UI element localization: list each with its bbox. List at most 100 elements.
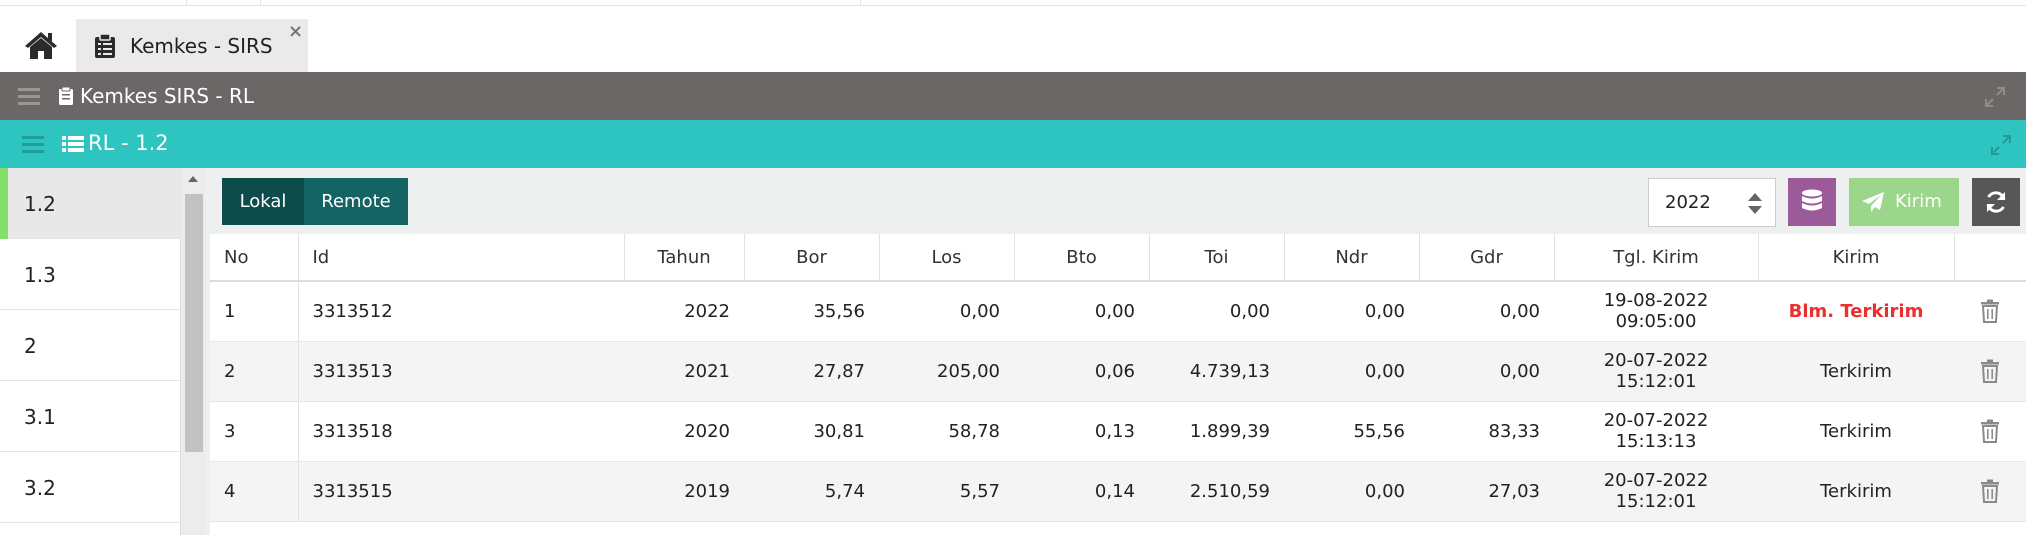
cell-tahun: 2019 (624, 461, 744, 522)
scrollbar-thumb[interactable] (185, 194, 203, 452)
rl-sidebar: 1.2 1.3 2 3.1 3.2 (0, 168, 181, 535)
cell-bor: 30,81 (744, 401, 879, 462)
cell-bor: 27,87 (744, 341, 879, 402)
stepper-up-icon[interactable] (1748, 193, 1762, 201)
table-header-row: No Id Tahun Bor Los Bto Toi Ndr Gdr Tgl.… (210, 234, 2026, 282)
expand-icon[interactable] (1990, 134, 2012, 156)
cell-toi: 0,00 (1149, 281, 1284, 342)
tab-close-icon[interactable]: × (288, 21, 304, 42)
top-border (0, 0, 2026, 6)
data-table: No Id Tahun Bor Los Bto Toi Ndr Gdr Tgl.… (210, 234, 2026, 535)
cell-tgl-kirim: 19-08-2022 09:05:00 (1554, 281, 1758, 342)
table-row[interactable]: 3 3313518 2020 30,81 58,78 0,13 1.899,39… (210, 401, 2026, 462)
column-header-ndr[interactable]: Ndr (1284, 234, 1420, 282)
status-badge: Terkirim (1758, 401, 1954, 462)
home-button[interactable] (20, 26, 62, 64)
column-header-bto[interactable]: Bto (1014, 234, 1150, 282)
column-header-id[interactable]: Id (298, 234, 625, 282)
status-badge: Terkirim (1758, 461, 1954, 522)
cell-no: 2 (210, 341, 299, 402)
cell-bto: 0,00 (1014, 281, 1149, 342)
column-header-no[interactable]: No (210, 234, 299, 282)
cell-gdr: 0,00 (1419, 341, 1554, 402)
cell-bto: 0,06 (1014, 341, 1149, 402)
tab-label: Kemkes - SIRS (130, 34, 273, 58)
tab-kemkes-sirs[interactable]: Kemkes - SIRS × (76, 19, 308, 72)
cell-los: 205,00 (879, 341, 1014, 402)
cell-bto: 0,13 (1014, 401, 1149, 462)
column-header-toi[interactable]: Toi (1149, 234, 1285, 282)
cell-gdr: 83,33 (1419, 401, 1554, 462)
column-header-bor[interactable]: Bor (744, 234, 880, 282)
home-icon (25, 32, 57, 59)
trash-icon[interactable] (1980, 299, 2000, 324)
table-row[interactable]: 4 3313515 2019 5,74 5,57 0,14 2.510,59 0… (210, 461, 2026, 522)
cell-toi: 2.510,59 (1149, 461, 1284, 522)
column-header-gdr[interactable]: Gdr (1419, 234, 1555, 282)
clipboard-icon (59, 86, 73, 105)
trash-icon[interactable] (1980, 419, 2000, 443)
trash-icon[interactable] (1980, 479, 2000, 503)
cell-los: 58,78 (879, 401, 1014, 462)
sidebar-item-label: 1.3 (24, 263, 56, 287)
cell-ndr: 0,00 (1284, 461, 1419, 522)
cell-tahun: 2020 (624, 401, 744, 462)
clipboard-icon (95, 33, 115, 58)
cell-tgl-kirim: 20-07-2022 15:13:13 (1554, 401, 1758, 462)
cell-los: 0,00 (879, 281, 1014, 342)
column-header-tahun[interactable]: Tahun (624, 234, 745, 282)
cell-no: 4 (210, 461, 299, 522)
top-divider (260, 0, 261, 6)
sidebar-scrollbar[interactable] (181, 168, 206, 535)
panel-title: Kemkes SIRS - RL (80, 84, 255, 108)
column-header-tgl-kirim[interactable]: Tgl. Kirim (1554, 234, 1759, 282)
expand-icon[interactable] (1984, 86, 2006, 108)
table-row[interactable]: 2 3313513 2021 27,87 205,00 0,06 4.739,1… (210, 341, 2026, 402)
cell-ndr: 0,00 (1284, 281, 1419, 342)
cell-tahun: 2021 (624, 341, 744, 402)
subpanel-title: RL - 1.2 (88, 131, 169, 155)
year-stepper[interactable]: 2022 (1648, 178, 1776, 227)
hamburger-menu-icon[interactable] (22, 135, 44, 153)
cell-toi: 4.739,13 (1149, 341, 1284, 402)
cell-toi: 1.899,39 (1149, 401, 1284, 462)
cell-los: 5,57 (879, 461, 1014, 522)
tab-bar: Kemkes - SIRS × (0, 6, 2026, 72)
database-button[interactable] (1788, 178, 1836, 226)
top-divider (186, 0, 187, 6)
list-icon (62, 136, 84, 152)
lokal-button[interactable]: Lokal (222, 178, 304, 225)
scroll-up-arrow-icon[interactable] (188, 176, 198, 182)
cell-no: 3 (210, 401, 299, 462)
stepper-down-icon[interactable] (1748, 206, 1762, 214)
sidebar-item-1-2[interactable]: 1.2 (0, 168, 181, 239)
column-header-kirim[interactable]: Kirim (1758, 234, 1955, 282)
cell-tahun: 2022 (624, 281, 744, 342)
trash-icon[interactable] (1980, 359, 2000, 383)
cell-bor: 35,56 (744, 281, 879, 342)
sidebar-item-3-1[interactable]: 3.1 (0, 381, 181, 452)
cell-tgl-kirim: 20-07-2022 15:12:01 (1554, 341, 1758, 402)
main-content: Lokal Remote 2022 Kirim (206, 168, 2026, 535)
refresh-button[interactable] (1972, 178, 2020, 226)
cell-ndr: 55,56 (1284, 401, 1419, 462)
cell-id: 3313515 (298, 461, 624, 522)
cell-tgl-kirim: 20-07-2022 15:12:01 (1554, 461, 1758, 522)
sidebar-item-label: 2 (24, 334, 37, 358)
column-header-los[interactable]: Los (879, 234, 1015, 282)
sidebar-item-1-3[interactable]: 1.3 (0, 239, 181, 310)
table-row[interactable]: 1 3313512 2022 35,56 0,00 0,00 0,00 0,00… (210, 281, 2026, 342)
toolbar: Lokal Remote 2022 Kirim (206, 168, 2026, 234)
cell-id: 3313512 (298, 281, 624, 342)
sidebar-item-label: 3.1 (24, 405, 56, 429)
remote-button[interactable]: Remote (304, 178, 408, 225)
status-badge: Terkirim (1758, 341, 1954, 402)
sidebar-item-2[interactable]: 2 (0, 310, 181, 381)
cell-id: 3313518 (298, 401, 624, 462)
kirim-button[interactable]: Kirim (1849, 178, 1959, 226)
send-icon (1862, 192, 1884, 212)
sidebar-item-3-2[interactable]: 3.2 (0, 452, 181, 523)
hamburger-menu-icon[interactable] (18, 87, 40, 105)
kirim-label: Kirim (1895, 191, 1942, 212)
cell-no: 1 (210, 281, 299, 342)
